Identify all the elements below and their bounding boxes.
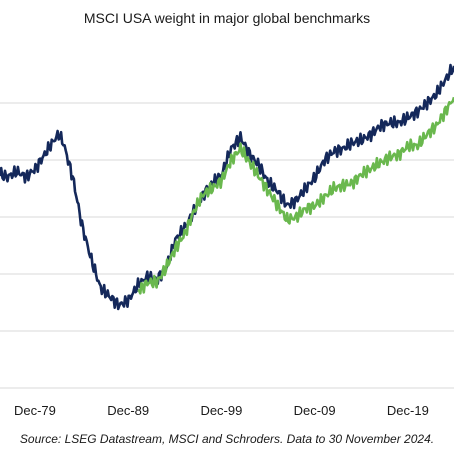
x-tick-label: Dec-99 xyxy=(200,403,242,418)
gridlines xyxy=(0,102,454,389)
source-note: Source: LSEG Datastream, MSCI and Schrod… xyxy=(19,432,435,446)
x-tick-label: Dec-89 xyxy=(107,403,149,418)
x-tick-label: Dec-79 xyxy=(14,403,56,418)
x-tick-label: Dec-19 xyxy=(387,403,429,418)
series-line-1 xyxy=(0,63,454,311)
chart-title: MSCI USA weight in major global benchmar… xyxy=(83,10,371,26)
x-tick-label: Dec-09 xyxy=(294,403,336,418)
series-line-2 xyxy=(137,96,454,295)
series-lines xyxy=(0,63,454,311)
x-axis-ticks: Dec-79 Dec-89 Dec-99 Dec-09 Dec-19 xyxy=(14,403,429,418)
